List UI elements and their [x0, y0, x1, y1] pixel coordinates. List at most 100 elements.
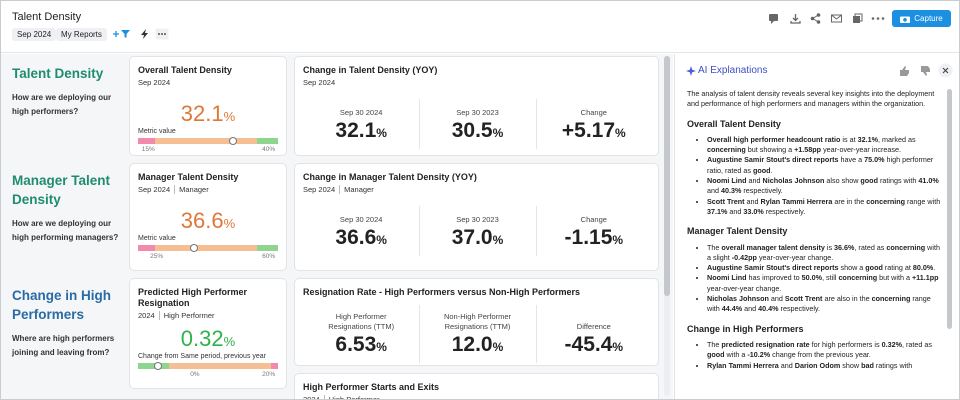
text: ratings with — [873, 360, 913, 370]
value-number: -45.4 — [564, 333, 613, 356]
bold-text: Scott Trent — [784, 294, 823, 304]
card-title: Change in Manager Talent Density (YOY) — [303, 172, 477, 182]
value-unit: % — [223, 216, 236, 231]
bold-text: good — [752, 165, 771, 175]
stat-divider — [535, 206, 537, 256]
bold-text: Overall high performer headcount ratio — [707, 134, 841, 144]
bold-text: 36.6% — [834, 242, 855, 252]
stat: Sep 30 2024 32.1% — [303, 107, 419, 143]
gauge-marker — [229, 136, 238, 145]
bold-text: -0.42pp — [731, 252, 757, 262]
value-unit: % — [223, 334, 236, 349]
panel-title: AI Explanations — [698, 65, 768, 76]
section-label: Change in High Performers Where are high … — [12, 286, 124, 359]
stat: High Performer Resignations (TTM) 6.53% — [303, 312, 419, 357]
section-label: Talent Density How are we deploying our h… — [12, 64, 124, 118]
value-unit: % — [376, 233, 387, 247]
text: respectively. — [778, 304, 820, 314]
stat-divider — [419, 206, 421, 256]
subtitle-part: 2024 — [138, 311, 155, 320]
card-subtitle: Sep 2024 Manager — [303, 185, 650, 194]
card-subtitle: 2024 High Performer — [138, 311, 278, 320]
reports-chip[interactable]: My Reports — [56, 28, 107, 41]
card-title: Predicted High Performer Resignation — [138, 287, 248, 308]
sparkle-icon — [686, 66, 696, 76]
value-unit: % — [492, 340, 504, 354]
gauge-segment — [256, 245, 278, 251]
bullet-list: The overall manager talent density is 36… — [687, 243, 942, 315]
text: respectively. — [741, 186, 783, 196]
text: are in the — [832, 196, 867, 206]
bold-text: 41.0% — [918, 176, 939, 186]
text: also show — [824, 176, 861, 186]
gauge-segment — [270, 363, 278, 369]
stat-value: -45.4% — [536, 333, 652, 357]
starts-exits-card: High Performer Starts and Exits 2024 High… — [294, 373, 659, 399]
date-chip[interactable]: Sep 2024 — [12, 28, 57, 41]
bullet: Nicholas Johnson and Scott Trent are als… — [707, 294, 942, 315]
card-title: High Performer Starts and Exits — [303, 382, 440, 392]
share-icon[interactable] — [810, 13, 821, 24]
text: year-over-year change. — [707, 283, 782, 293]
bold-text: Rylan Tammi Herrera — [707, 360, 779, 370]
bold-text: +1.58pp — [794, 145, 822, 155]
value-number: 30.5 — [451, 119, 493, 142]
card-subtitle: 2024 High Performer — [303, 395, 650, 399]
thumbs-down[interactable] — [920, 66, 930, 76]
text: but with a — [877, 273, 912, 283]
text: , rated as — [901, 339, 932, 349]
scale-label: 25% — [150, 253, 164, 260]
filter-button[interactable] — [112, 28, 132, 40]
bullet: Augustine Samir Stout's direct reports h… — [707, 155, 942, 176]
bold-text: -10.2% — [747, 350, 771, 360]
bold-text: Nicholas Johnson — [762, 176, 825, 186]
card-title: Manager Talent Density — [138, 172, 239, 182]
capture-button[interactable]: Capture — [892, 10, 951, 27]
copy-icon[interactable] — [852, 13, 863, 24]
mail-icon[interactable] — [831, 13, 842, 24]
subtitle-part: Sep 2024 — [303, 78, 336, 87]
stat-label: Non-High Performer Resignations (TTM) — [443, 312, 512, 331]
text: have a — [838, 155, 865, 165]
text: is at — [840, 134, 858, 144]
stat: Change -1.15% — [536, 214, 652, 250]
value-number: -1.15 — [564, 226, 613, 249]
bold-text: concerning — [707, 145, 746, 155]
close-button[interactable] — [938, 63, 953, 78]
metric-value: 36.6% — [138, 208, 278, 234]
more-icon[interactable] — [871, 13, 885, 24]
text: for high performers is — [809, 339, 882, 349]
text: , rated as — [854, 242, 887, 252]
scroll-thumb[interactable] — [664, 56, 670, 296]
section-title: Manager Talent Density — [12, 173, 111, 207]
gauge-scale: 25% 60% — [138, 253, 278, 262]
bold-text: predicted resignation rate — [721, 339, 810, 349]
comment-icon[interactable] — [768, 13, 779, 24]
more-button[interactable] — [155, 28, 169, 40]
value-number: 12.0 — [451, 333, 493, 356]
group-heading: Manager Talent Density — [687, 226, 788, 237]
gauge-scale: 15% 40% — [138, 146, 278, 155]
bold-text: 75.0% — [864, 155, 885, 165]
gauge-marker — [153, 361, 162, 370]
text: has improved to — [746, 273, 802, 283]
text: and — [707, 186, 721, 196]
stat-value: +5.17% — [536, 119, 652, 143]
panel-scroll-thumb[interactable] — [947, 89, 952, 329]
bold-text: Scott Trent — [707, 196, 745, 206]
thumbs-up[interactable] — [899, 66, 909, 76]
bolt-button[interactable] — [138, 28, 152, 40]
bold-text: Rylan Tammi Herrera — [760, 196, 833, 206]
gauge-segment — [256, 138, 278, 144]
stat: Non-High Performer Resignations (TTM) 12.… — [419, 312, 535, 357]
gauge — [138, 136, 278, 145]
stat-label: High Performer Resignations (TTM) — [328, 312, 395, 331]
metric-caption: Metric value — [138, 235, 176, 242]
top-bar: Talent Density Sep 2024 My Reports Captu… — [1, 1, 959, 53]
stat-value: 36.6% — [303, 226, 419, 250]
scroll-track — [664, 56, 670, 396]
download-icon[interactable] — [790, 13, 801, 24]
stat-value: 30.5% — [419, 119, 535, 143]
value-unit: % — [492, 233, 504, 247]
panel-body: The analysis of talent density reveals s… — [687, 89, 942, 371]
